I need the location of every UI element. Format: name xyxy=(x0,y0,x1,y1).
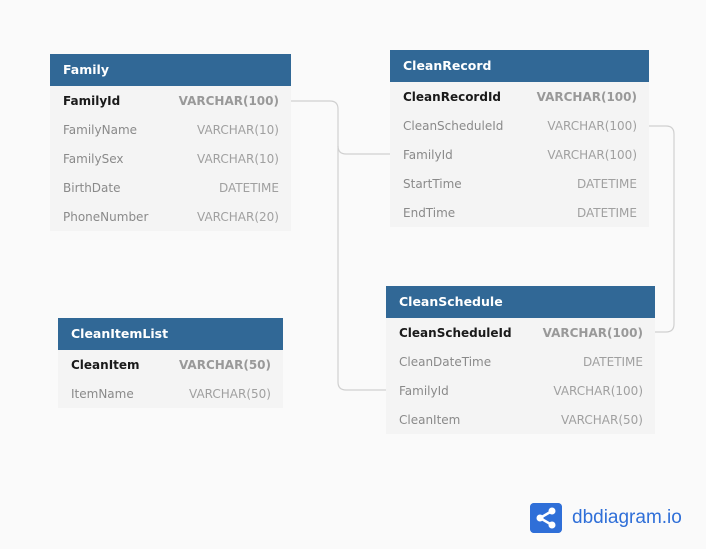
field-name: CleanScheduleId xyxy=(403,118,504,133)
field-type: DATETIME xyxy=(576,176,637,191)
field-type: DATETIME xyxy=(576,205,637,220)
field-type: VARCHAR(50) xyxy=(189,386,271,401)
field-row[interactable]: FamilyId VARCHAR(100) xyxy=(50,86,291,115)
field-row[interactable]: CleanRecordId VARCHAR(100) xyxy=(390,82,649,111)
field-row[interactable]: ItemName VARCHAR(50) xyxy=(58,379,283,408)
field-row[interactable]: BirthDate DATETIME xyxy=(50,173,291,202)
link-family-cleanschedule xyxy=(337,146,386,391)
field-name: FamilyId xyxy=(63,93,121,108)
field-type: VARCHAR(50) xyxy=(178,357,271,372)
field-row[interactable]: EndTime DATETIME xyxy=(390,198,649,227)
field-type: VARCHAR(10) xyxy=(197,122,279,137)
field-type: VARCHAR(100) xyxy=(536,89,637,104)
field-name: StartTime xyxy=(403,176,462,191)
table-header[interactable]: Family xyxy=(50,54,291,86)
field-row[interactable]: PhoneNumber VARCHAR(20) xyxy=(50,202,291,231)
field-type: VARCHAR(10) xyxy=(197,151,279,166)
field-row[interactable]: CleanScheduleId VARCHAR(100) xyxy=(390,111,649,140)
field-row[interactable]: CleanItem VARCHAR(50) xyxy=(58,350,283,379)
field-name: PhoneNumber xyxy=(63,209,149,224)
table-header[interactable]: CleanItemList xyxy=(58,318,283,350)
field-row[interactable]: StartTime DATETIME xyxy=(390,169,649,198)
field-type: VARCHAR(100) xyxy=(547,147,637,162)
logo-text: dbdiagram.io xyxy=(572,507,682,528)
field-type: VARCHAR(100) xyxy=(553,383,643,398)
field-name: CleanRecordId xyxy=(403,89,501,104)
field-name: FamilySex xyxy=(63,151,124,166)
field-row[interactable]: FamilyId VARCHAR(100) xyxy=(386,376,655,405)
field-type: VARCHAR(100) xyxy=(542,325,643,340)
field-name: EndTime xyxy=(403,205,456,220)
table-header[interactable]: CleanSchedule xyxy=(386,286,655,318)
field-type: DATETIME xyxy=(218,180,279,195)
table-family[interactable]: Family FamilyId VARCHAR(100) FamilyName VARC… xyxy=(50,54,291,231)
field-type: VARCHAR(50) xyxy=(561,412,643,427)
field-name: BirthDate xyxy=(63,180,121,195)
field-name: CleanScheduleId xyxy=(399,325,512,340)
field-row[interactable]: FamilyName VARCHAR(10) xyxy=(50,115,291,144)
field-row[interactable]: CleanScheduleId VARCHAR(100) xyxy=(386,318,655,347)
field-name: FamilyId xyxy=(399,383,449,398)
field-type: VARCHAR(20) xyxy=(197,209,279,224)
field-type: VARCHAR(100) xyxy=(547,118,637,133)
link-family-cleanrecord xyxy=(291,100,390,155)
table-header[interactable]: CleanRecord xyxy=(390,50,649,82)
field-name: FamilyId xyxy=(403,147,453,162)
field-name: FamilyName xyxy=(63,122,138,137)
field-name: CleanDateTime xyxy=(399,354,492,369)
table-cleanitemlist[interactable]: CleanItemList CleanItem VARCHAR(50) ItemNam… xyxy=(58,318,283,408)
field-row[interactable]: CleanItem VARCHAR(50) xyxy=(386,405,655,434)
share-icon xyxy=(530,503,562,533)
field-name: ItemName xyxy=(71,386,134,401)
dbdiagram-logo[interactable]: dbdiagram.io xyxy=(530,503,682,533)
table-cleanschedule[interactable]: CleanSchedule CleanScheduleId VARCHAR(100)… xyxy=(386,286,655,434)
field-name: CleanItem xyxy=(399,412,461,427)
field-row[interactable]: FamilySex VARCHAR(10) xyxy=(50,144,291,173)
field-type: VARCHAR(100) xyxy=(178,93,279,108)
field-type: DATETIME xyxy=(582,354,643,369)
field-row[interactable]: FamilyId VARCHAR(100) xyxy=(390,140,649,169)
field-row[interactable]: CleanDateTime DATETIME xyxy=(386,347,655,376)
field-name: CleanItem xyxy=(71,357,140,372)
table-cleanrecord[interactable]: CleanRecord CleanRecordId VARCHAR(100) Clea… xyxy=(390,50,649,227)
link-cleanrecord-cleanschedule xyxy=(649,125,675,333)
